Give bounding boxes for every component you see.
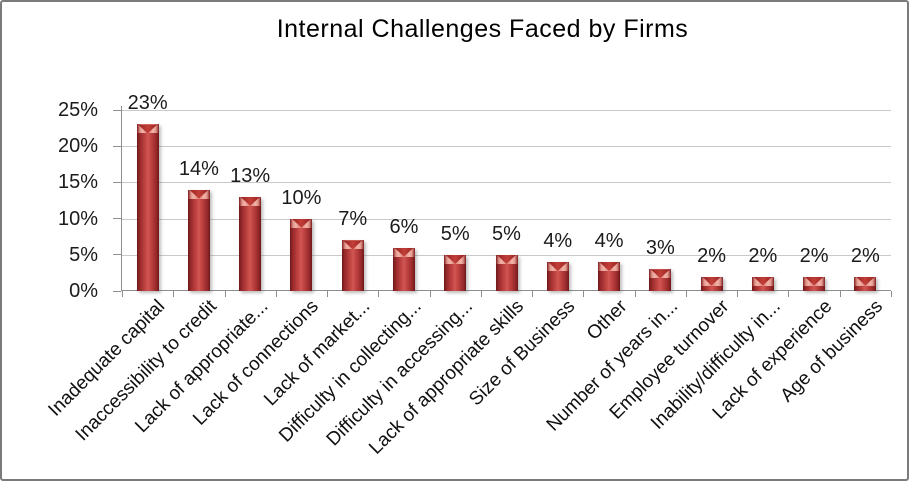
bar-top-bevel [751,276,774,286]
bar-top-bevel [546,262,569,272]
y-axis-tick-label: 25% [57,99,98,121]
y-axis-tick [113,290,121,292]
bar-top-bevel [136,124,159,134]
bar-top-bevel [854,276,877,286]
x-axis-tick [429,291,431,297]
bar [854,276,877,291]
x-axis-tick [634,291,636,297]
bar-value-label: 2% [850,244,880,267]
bar [495,254,518,291]
bar-value-label: 7% [338,208,368,231]
bar-value-label: 3% [645,237,675,260]
x-axis-tick [788,291,790,297]
bar-value-label: 14% [178,157,219,180]
bar [290,218,313,291]
bar-value-label: 2% [697,244,727,267]
bar-top-bevel [495,254,518,264]
bar [700,276,723,291]
x-axis-tick [224,291,226,297]
bar [803,276,826,291]
y-axis-tick-label: 5% [69,243,98,266]
bar-top-bevel [700,276,723,286]
x-axis-tick [378,291,380,297]
bar-value-label: 23% [127,92,168,115]
bar-value-label: 4% [594,230,624,253]
bar-top-bevel [649,269,672,279]
bar [392,247,415,291]
bar [598,262,621,291]
bar-value-label: 5% [440,222,470,245]
y-axis-tick-label: 0% [69,280,98,302]
gridline [122,110,891,111]
bar [341,240,364,291]
y-axis-tick [113,218,121,220]
x-axis-tick [173,291,175,297]
bar [751,276,774,291]
x-axis-tick [583,291,585,297]
y-axis-tick [113,109,121,111]
gridline [122,182,891,184]
bar-value-label: 6% [389,215,419,238]
y-axis-tick-label: 15% [57,171,98,194]
y-axis-tick [113,254,121,256]
bar [444,254,467,291]
x-axis-tick [532,291,534,297]
bar-value-label: 4% [543,230,573,253]
x-axis-tick [122,291,123,297]
gridline [122,218,891,220]
x-axis-tick [737,291,739,297]
x-axis-tick [685,291,687,297]
y-axis-tick [113,145,121,147]
bar-top-bevel [239,196,262,206]
bar [546,262,569,291]
bar-top-bevel [341,240,364,250]
x-axis-tick [275,291,277,297]
y-axis-tick-label: 20% [57,135,98,158]
bar-top-bevel [187,189,210,199]
bar-value-label: 2% [799,244,829,267]
y-axis-line [121,106,122,291]
bar-value-label: 5% [492,222,521,245]
y-axis-tick-label: 10% [57,207,98,230]
gridline [122,146,891,148]
x-axis-tick [839,291,841,297]
bar-top-bevel [392,247,415,257]
x-axis-tick [891,291,892,297]
bar-top-bevel [444,254,467,264]
bar-value-label: 2% [748,244,778,267]
bar-top-bevel [598,262,621,272]
plot-area: 0% 5% 10% 15% 20% 25% 23% Inadequate capital 14%… [45,93,892,459]
bar-top-bevel [803,276,826,286]
x-axis-tick [327,291,329,297]
bar-value-label: 13% [230,164,271,187]
bar-top-bevel [290,218,313,228]
x-axis-tick [480,291,482,297]
y-axis-tick [113,181,121,183]
bar [187,189,210,291]
chart-title: Internal Challenges Faced by Firms [276,15,689,43]
bar [239,196,262,291]
bar [649,269,672,291]
bar-value-label: 10% [281,186,322,209]
bar [136,124,159,291]
